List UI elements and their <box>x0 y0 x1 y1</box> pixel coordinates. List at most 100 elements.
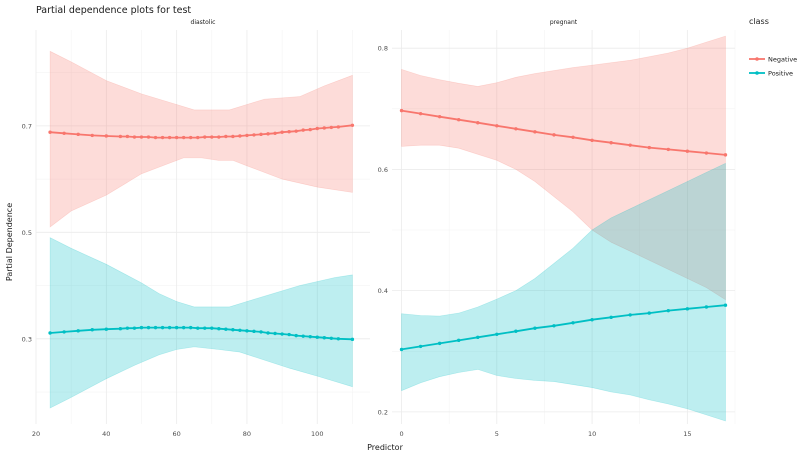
point-negative <box>139 135 144 139</box>
point-negative <box>666 147 671 152</box>
x-axis-label: Predictor <box>367 443 403 452</box>
x-tick-label: 40 <box>102 430 110 438</box>
ribbon-positive-pregnant <box>401 162 726 422</box>
panel-diastolic: diastolic 20 40 60 80 100 0.3 0.5 0.7 <box>22 19 370 438</box>
facet-panels: diastolic 20 40 60 80 100 0.3 0.5 0.7 pregnant 0 5 1… <box>22 19 736 438</box>
point-positive <box>571 321 575 325</box>
point-positive <box>125 326 130 330</box>
point-negative <box>280 130 284 134</box>
point-negative <box>308 127 312 132</box>
ribbon-positive-diastolic <box>49 237 353 409</box>
point-positive <box>685 307 690 311</box>
point-positive <box>418 344 423 349</box>
x-tick-label: 10 <box>588 430 596 438</box>
point-positive <box>259 330 263 334</box>
y-tick-label: 0.5 <box>22 229 32 237</box>
legend-point <box>755 57 759 61</box>
point-positive <box>245 329 249 333</box>
point-negative <box>322 126 326 130</box>
legend-key-positive: Positive <box>749 69 793 77</box>
point-positive <box>723 303 728 307</box>
point-positive <box>590 318 594 322</box>
point-negative <box>418 111 423 116</box>
point-positive <box>266 331 270 335</box>
x-tick-label: 80 <box>243 430 251 438</box>
point-negative <box>167 135 172 140</box>
point-negative <box>609 141 613 145</box>
ribbon-negative-pregnant <box>401 35 726 301</box>
legend-point <box>755 71 759 75</box>
point-negative <box>273 131 277 135</box>
point-negative <box>514 127 518 131</box>
point-positive <box>287 332 291 337</box>
y-tick-label: 0.8 <box>378 45 388 53</box>
point-positive <box>350 337 355 342</box>
point-negative <box>437 114 442 119</box>
point-positive <box>90 328 94 332</box>
panel-pregnant: pregnant 0 5 10 15 0.2 0.4 0.6 0.8 <box>378 19 736 438</box>
point-negative <box>217 135 221 139</box>
point-positive <box>231 328 235 332</box>
point-positive <box>301 334 305 338</box>
point-negative <box>153 135 158 140</box>
y-tick-label: 0.6 <box>378 166 388 174</box>
point-positive <box>174 325 179 330</box>
point-negative <box>266 132 270 136</box>
x-tick-label: 60 <box>172 430 180 438</box>
point-positive <box>294 333 298 338</box>
point-positive <box>329 336 334 340</box>
point-negative <box>104 134 109 138</box>
y-tick-label: 0.2 <box>378 408 388 416</box>
point-positive <box>456 338 461 343</box>
point-positive <box>704 305 709 309</box>
point-negative <box>90 133 94 138</box>
point-positive <box>160 325 165 330</box>
line-positive-pregnant <box>401 304 726 351</box>
point-negative <box>210 135 214 139</box>
point-negative <box>456 118 461 122</box>
legend-label-negative: Negative <box>768 55 797 63</box>
point-positive <box>203 326 207 330</box>
point-positive <box>514 329 518 333</box>
point-positive <box>437 341 442 346</box>
point-negative <box>301 128 305 132</box>
legend-label-positive: Positive <box>768 69 793 77</box>
point-negative <box>495 124 499 128</box>
point-positive <box>238 328 242 332</box>
point-positive <box>552 324 556 328</box>
x-tick-label: 20 <box>32 430 40 438</box>
point-negative <box>590 138 594 143</box>
point-negative <box>533 130 537 134</box>
point-negative <box>350 123 355 128</box>
point-negative <box>336 125 341 129</box>
point-negative <box>476 121 480 125</box>
strip-label-diastolic: diastolic <box>191 19 216 26</box>
point-positive <box>196 326 200 330</box>
point-negative <box>685 149 690 153</box>
point-negative <box>259 132 263 137</box>
point-negative <box>647 145 651 150</box>
point-positive <box>628 313 632 317</box>
point-negative <box>704 151 709 155</box>
x-tick-label: 100 <box>311 430 323 438</box>
point-positive <box>210 326 214 330</box>
point-positive <box>666 308 671 313</box>
point-negative <box>188 135 193 140</box>
point-negative <box>245 133 249 138</box>
point-negative <box>231 134 235 139</box>
point-positive <box>167 325 172 330</box>
x-tick-label: 5 <box>495 430 499 438</box>
point-negative <box>146 135 151 139</box>
point-negative <box>723 153 728 157</box>
point-positive <box>104 327 109 331</box>
point-negative <box>181 135 186 140</box>
point-negative <box>196 135 200 140</box>
point-negative <box>132 135 137 139</box>
point-positive <box>62 330 66 334</box>
point-positive <box>217 326 221 331</box>
legend-title: class <box>749 17 769 26</box>
point-positive <box>336 337 341 341</box>
point-negative <box>160 135 165 140</box>
point-positive <box>322 336 326 340</box>
